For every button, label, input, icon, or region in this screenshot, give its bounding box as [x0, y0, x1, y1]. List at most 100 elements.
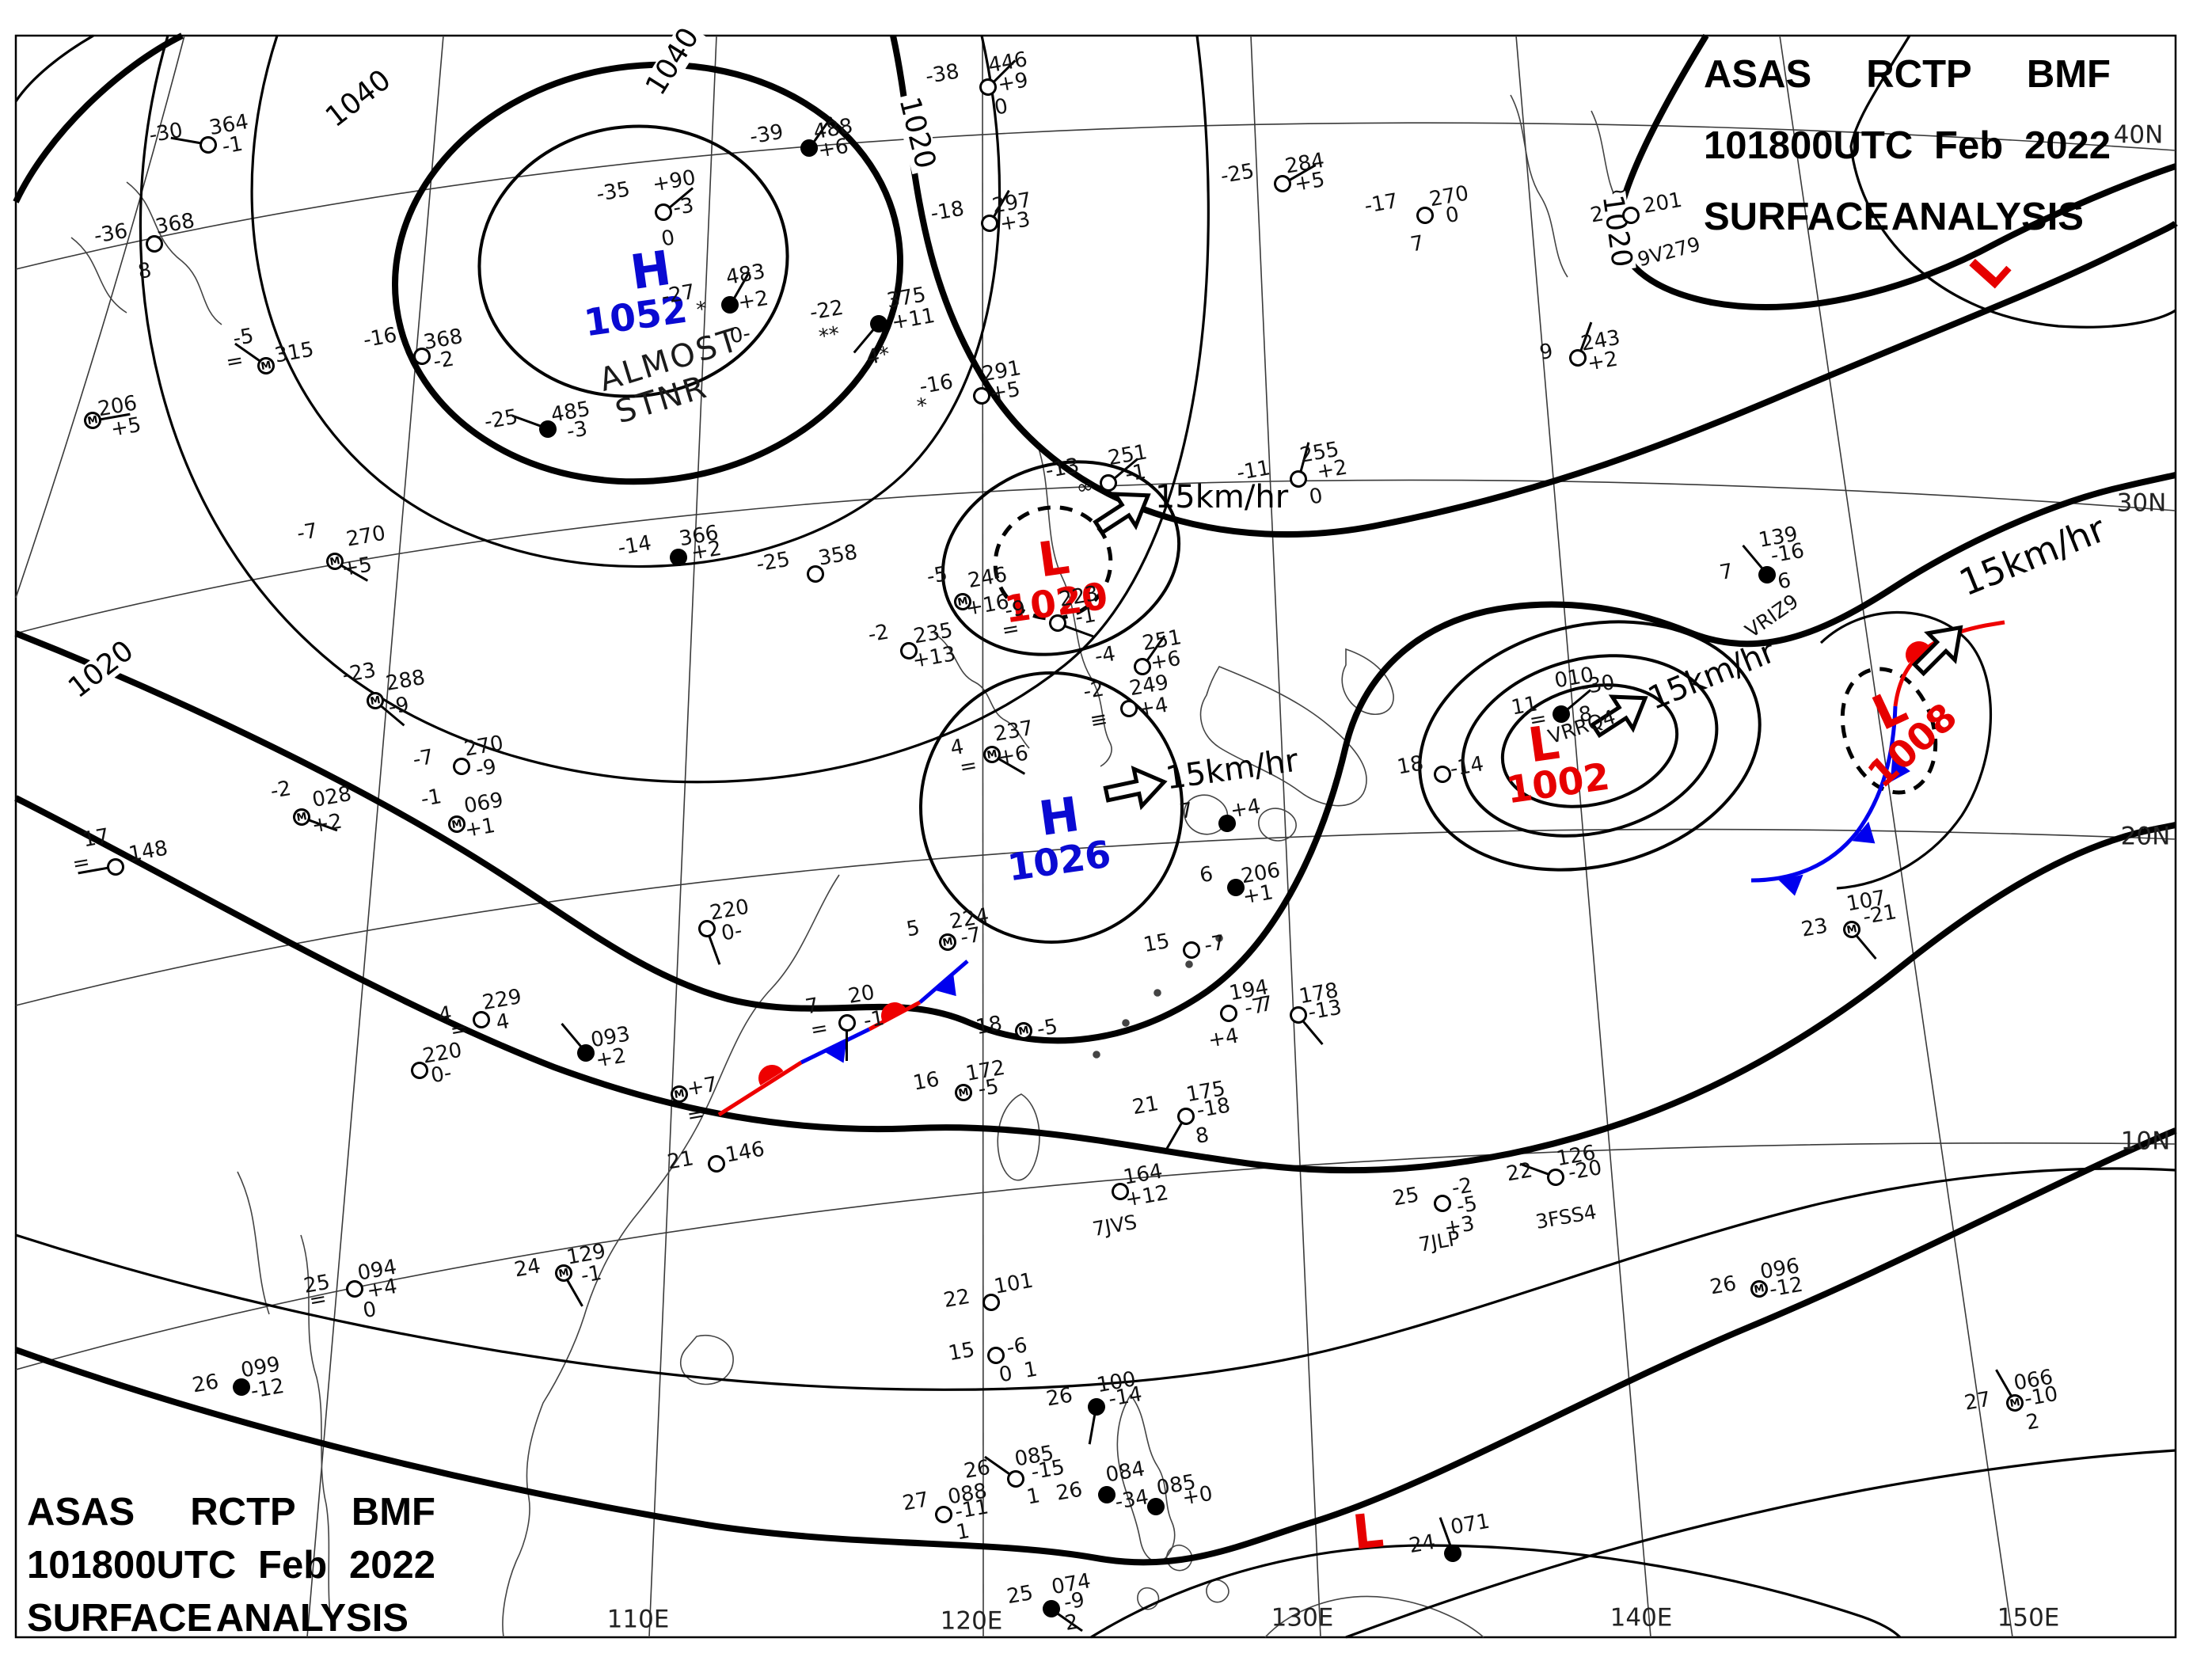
station-value: -9	[473, 754, 499, 782]
title-line-2: 101800UTC Feb 2022	[27, 1546, 435, 1585]
coast-kyushu	[1184, 794, 1229, 835]
station-value: -6	[1005, 1333, 1029, 1361]
chart-title-bottom: ASAS RCTP BMF 101800UTC Feb 2022 SURFACE…	[27, 1493, 435, 1652]
latitude-label: 20N	[2120, 822, 2171, 851]
title-word: Feb	[258, 1544, 328, 1587]
station-value: -5	[976, 1074, 1001, 1102]
title-word: 2022	[348, 1544, 435, 1587]
station-value: 20	[846, 980, 876, 1009]
station-value: 24	[512, 1254, 543, 1283]
isobar-h1052-inner	[477, 124, 789, 398]
stationary-front-warm-seg	[717, 1060, 803, 1117]
river-siberia	[70, 237, 127, 314]
station-value: -1	[220, 131, 245, 159]
station-value: -7	[958, 922, 983, 950]
title-word: 2022	[2024, 124, 2111, 167]
station-value: 4*	[864, 342, 892, 371]
cold-front-pip	[1778, 874, 1803, 896]
isobar-l1002-ring2	[1461, 654, 1719, 838]
cold-front-pip	[933, 973, 956, 997]
title-word: 101800UTC	[27, 1544, 237, 1587]
station-value: 27	[1963, 1387, 1993, 1416]
isobar-h1026-ring	[919, 671, 1184, 944]
coast-indochina	[300, 1234, 333, 1632]
station-value: 18	[1395, 751, 1426, 780]
station-value: 15	[1141, 929, 1172, 958]
isobar-l1002-ring3	[1418, 620, 1762, 872]
latitude-label: 40N	[2113, 120, 2164, 150]
station-value: 26	[190, 1370, 221, 1398]
station-value: -1	[1073, 602, 1098, 630]
isobar-1040-thick	[392, 61, 903, 485]
station-value: 18	[974, 1011, 1005, 1040]
stationary-front	[717, 960, 969, 1117]
station-value: 22	[1504, 1158, 1535, 1187]
title-word: SURFACE	[27, 1597, 213, 1640]
motion-arrows	[1093, 492, 1963, 811]
coast-korea	[1036, 443, 1112, 767]
station-value: -4	[1093, 641, 1118, 669]
motion-speed-label: 15km/hr	[1154, 479, 1289, 515]
coast-luzon	[1116, 1393, 1176, 1563]
island-dot	[1215, 934, 1223, 942]
station-value: 25	[1005, 1580, 1036, 1610]
station-value: -7	[295, 519, 320, 546]
title-word: Feb	[1934, 124, 2004, 167]
island-dot	[1093, 1051, 1100, 1059]
isobars	[13, 32, 2178, 1639]
meridian-120e	[982, 35, 984, 1638]
title-word: BMF	[2026, 53, 2111, 96]
station-value: **	[817, 322, 842, 350]
title-word: ASAS	[27, 1491, 135, 1534]
cold-front-pip	[1852, 821, 1876, 844]
station-value: -5	[231, 324, 256, 352]
title-line-3: SURFACE ANALYSIS	[1704, 198, 2084, 237]
station-value: 24	[1407, 1530, 1438, 1559]
isobar-l1002-ring1	[1500, 683, 1679, 808]
island-dot	[1154, 989, 1161, 997]
title-line-3: SURFACE ANALYSIS	[27, 1599, 409, 1638]
longitude-label: 120E	[940, 1606, 1003, 1636]
title-line-1: ASAS RCTP BMF	[1704, 55, 2111, 94]
coast-indochina	[237, 1171, 270, 1315]
pressure-center-l: L	[1350, 1503, 1386, 1561]
station-value: -2	[866, 620, 891, 648]
station-value: 0-	[428, 1061, 454, 1089]
isobar	[15, 1167, 2176, 1391]
warm-front-pip	[758, 1065, 784, 1086]
station-value: 17	[81, 824, 112, 853]
island-dot	[1185, 960, 1193, 968]
station-value: -1	[419, 785, 444, 812]
isobar-thick	[13, 32, 184, 203]
river-siberia	[126, 181, 222, 325]
station-value: -7	[411, 745, 435, 773]
title-word: BMF	[351, 1491, 435, 1534]
isobar	[1345, 1449, 2176, 1639]
motion-arrow-icon	[1093, 492, 1151, 536]
station-value: 26	[1054, 1477, 1085, 1506]
title-word: ANALYSIS	[215, 1597, 409, 1640]
station-value: -5	[925, 562, 950, 590]
station-value: -1	[1123, 459, 1148, 487]
station-value: -3	[671, 193, 696, 221]
warm-front-pip	[881, 1002, 907, 1022]
station-value: -9	[386, 692, 412, 720]
title-word: 101800UTC	[1704, 124, 1914, 167]
isobar-1020-thick	[14, 472, 2176, 1044]
station-value: 22	[941, 1284, 972, 1313]
station-value: 25	[1390, 1183, 1421, 1211]
storm-track-ellipse-l1008	[1840, 667, 1938, 795]
latitude-label: 10N	[2120, 1127, 2171, 1156]
meridian	[15, 35, 185, 599]
storm-track-ellipse-l1020	[993, 505, 1113, 621]
isobar-thick	[14, 1127, 2177, 1566]
fronts	[717, 620, 2005, 1117]
title-word: RCTP	[1866, 53, 1972, 96]
coast-borneo	[1264, 1595, 1484, 1638]
station-value: -7	[1202, 930, 1227, 958]
station-value: -2	[1081, 677, 1106, 705]
coast-hainan	[679, 1334, 734, 1385]
motion-arrow-icon	[1103, 766, 1168, 811]
